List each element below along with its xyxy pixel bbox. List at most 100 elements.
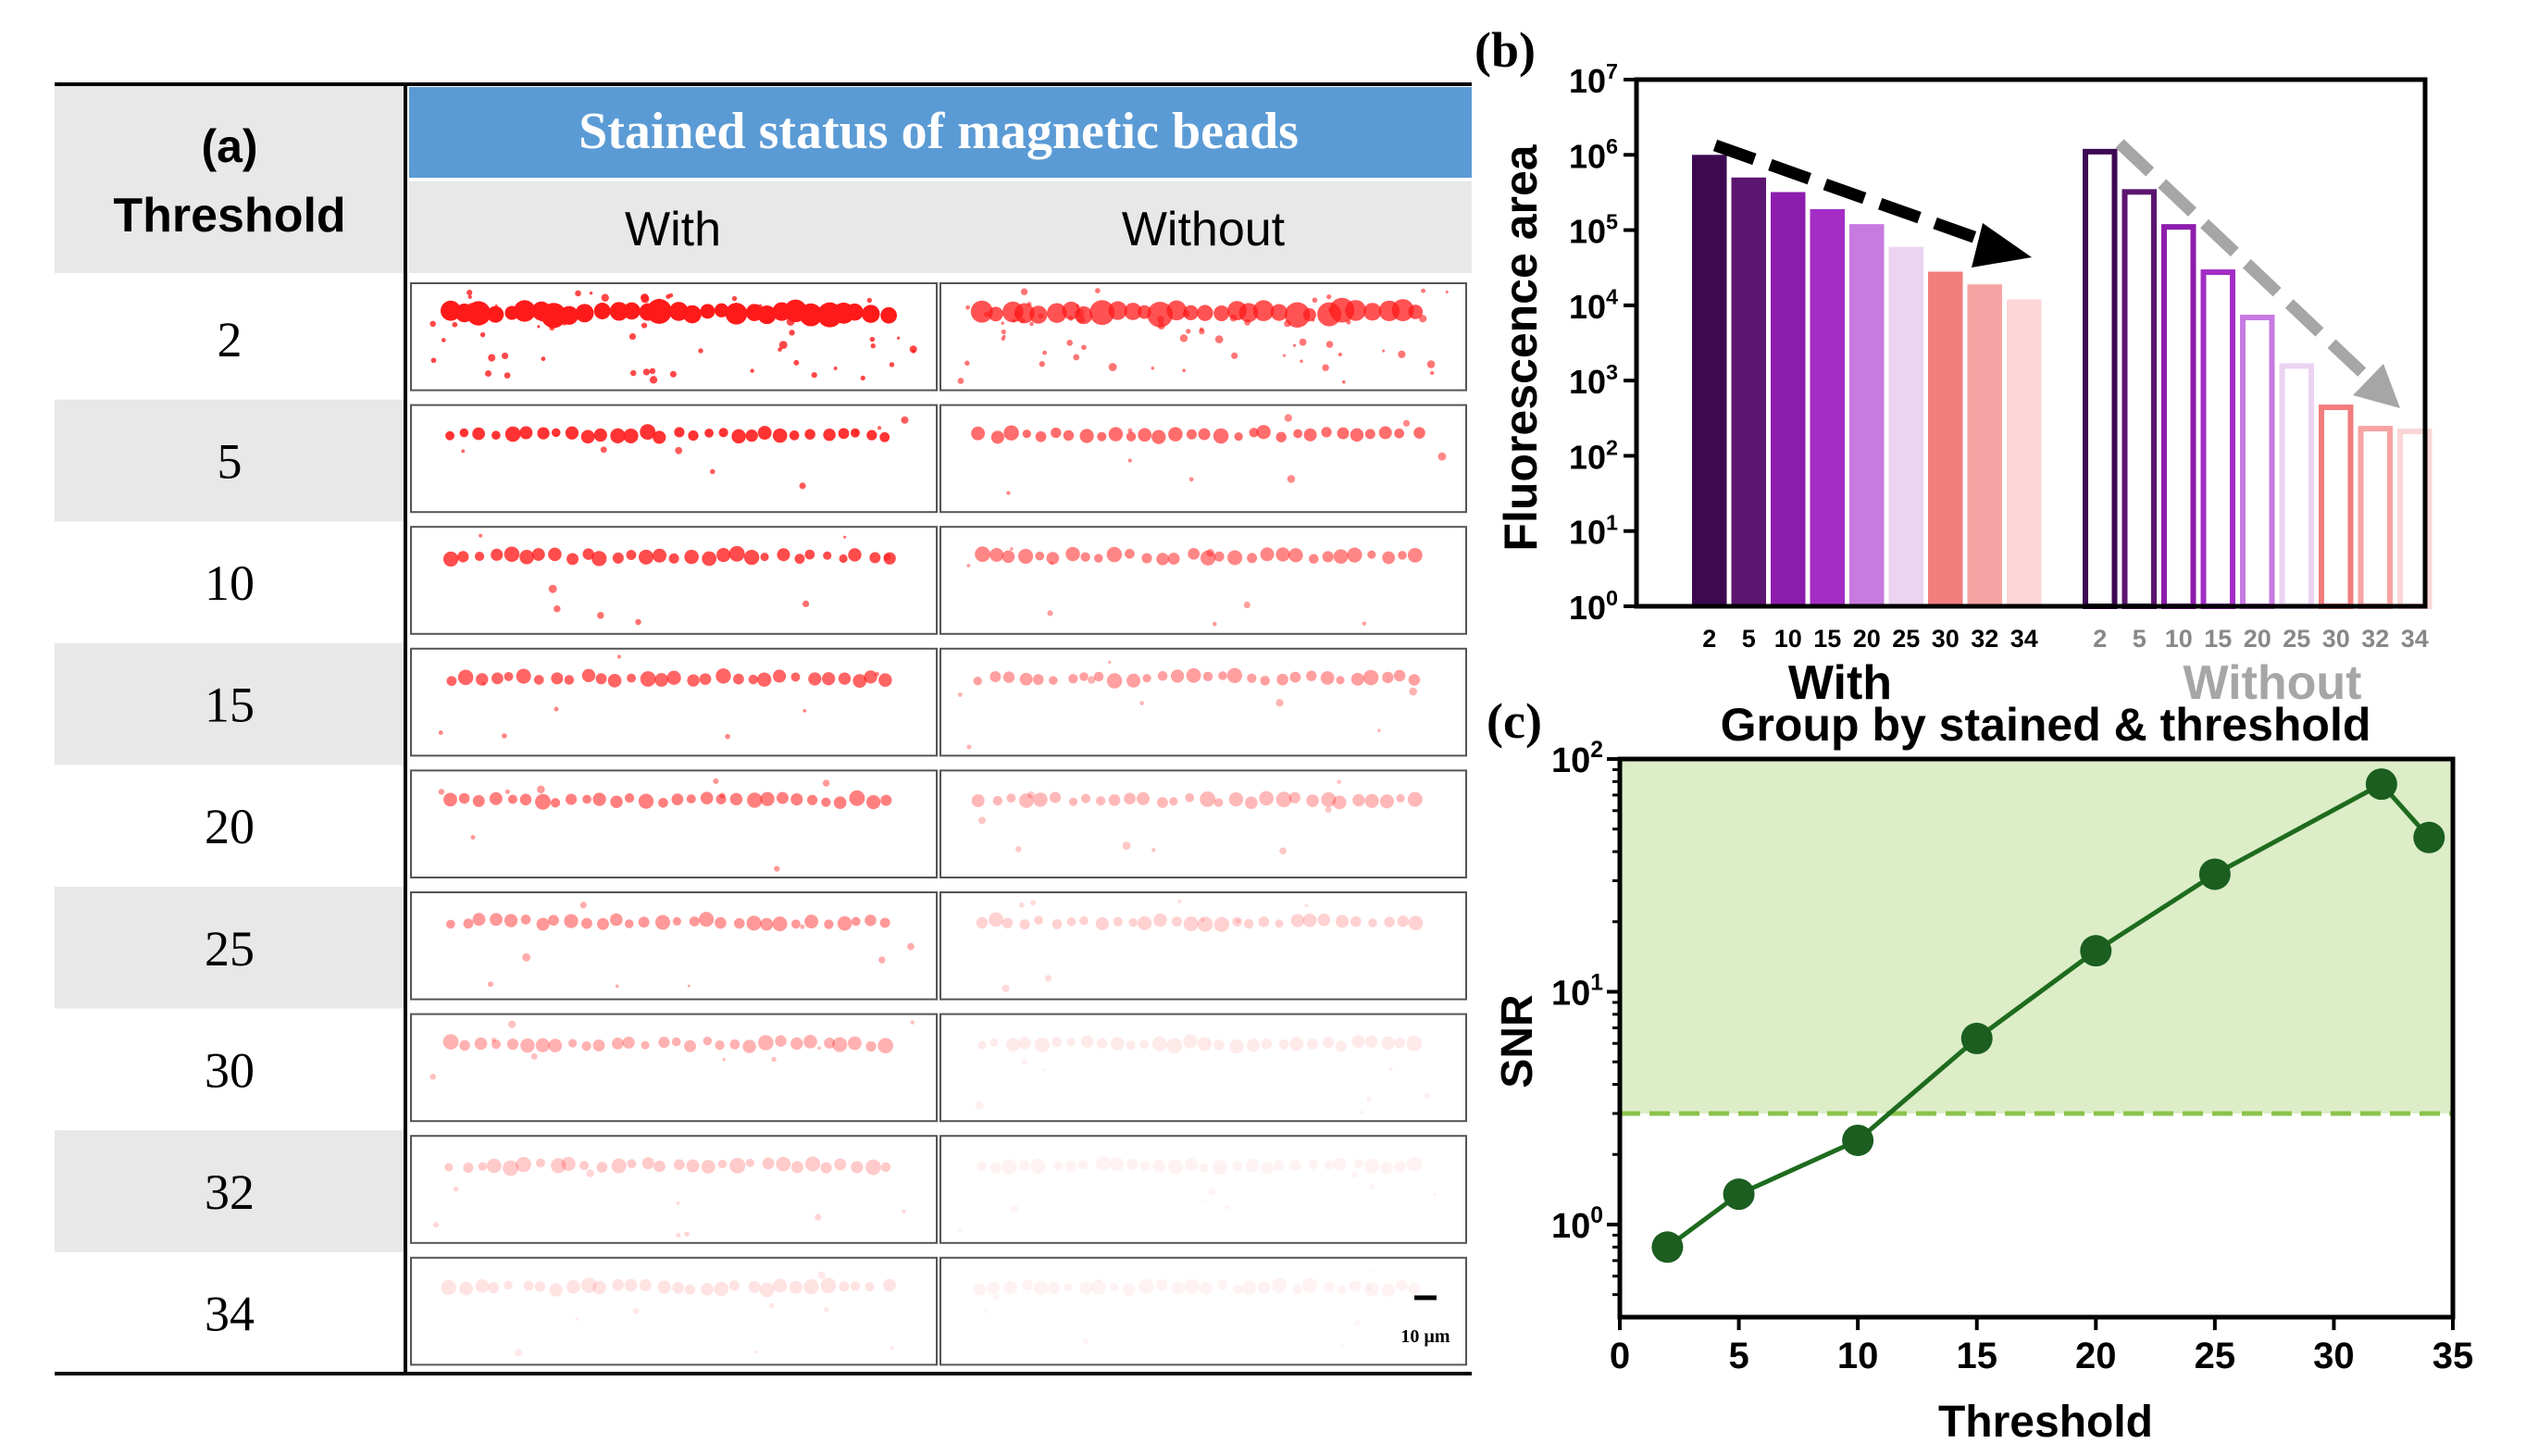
bead-speck xyxy=(594,308,602,316)
panel-c-ylabel: SNR xyxy=(1493,994,1542,1088)
bead-speck xyxy=(912,349,915,354)
bead-dot xyxy=(834,1158,847,1171)
bead-speck xyxy=(579,902,587,909)
bead-speck xyxy=(676,1233,681,1238)
bead-speck xyxy=(1292,343,1297,347)
bead-dot xyxy=(865,1159,881,1176)
bead-speck xyxy=(467,289,473,296)
bead-speck xyxy=(870,342,876,349)
bead-dot xyxy=(1397,915,1409,927)
bead-dot xyxy=(592,1039,605,1052)
bead-dot xyxy=(1288,791,1300,803)
bead-speck xyxy=(897,336,901,340)
bead-speck xyxy=(684,1231,690,1238)
bead-speck xyxy=(1044,975,1052,982)
bead-dot xyxy=(442,551,459,567)
bead-dot xyxy=(1336,676,1345,685)
bead-speck xyxy=(1201,917,1205,923)
bead-dot xyxy=(1167,553,1180,566)
bead-dot xyxy=(1270,304,1288,321)
bead-dot xyxy=(1349,1280,1362,1292)
bead-dot xyxy=(1064,1160,1076,1173)
bead-dot xyxy=(688,429,699,442)
bead-speck xyxy=(975,1101,984,1110)
bead-speck xyxy=(811,371,817,379)
bead-dot xyxy=(1155,1278,1168,1291)
bead-dot xyxy=(472,427,485,441)
bead-dot xyxy=(541,303,566,329)
bead-dot xyxy=(1188,547,1200,560)
bead-dot xyxy=(580,429,595,444)
bead-speck xyxy=(641,293,649,302)
bead-speck xyxy=(487,981,494,988)
bead-speck xyxy=(1231,352,1238,359)
bead-speck xyxy=(815,1213,822,1221)
bead-image-with xyxy=(410,404,938,514)
bead-dot xyxy=(1171,916,1182,927)
bead-speck xyxy=(1327,307,1333,313)
bead-dot xyxy=(838,428,850,440)
bead-speck xyxy=(984,1309,989,1313)
bead-dot xyxy=(1396,793,1405,803)
bead-dot xyxy=(973,1283,987,1296)
bead-dot xyxy=(822,672,836,686)
bead-speck xyxy=(1001,329,1006,335)
bead-dot xyxy=(1110,1157,1125,1172)
bead-speck xyxy=(508,1020,516,1028)
bead-dot xyxy=(865,915,877,927)
bead-dot xyxy=(1200,550,1216,566)
bar-without xyxy=(2200,269,2235,609)
b-ytick-label: 105 xyxy=(1569,209,1618,250)
bead-dot xyxy=(646,298,672,324)
bead-dot xyxy=(1185,792,1195,803)
bead-dot xyxy=(790,793,803,806)
bead-speck xyxy=(554,706,559,712)
bead-dot xyxy=(715,916,727,929)
threshold-value: 20 xyxy=(205,799,255,854)
bead-dot xyxy=(704,428,714,438)
b-xtick-label: 2 xyxy=(2093,625,2107,653)
bead-dot xyxy=(852,674,867,689)
bead-dot xyxy=(1001,1159,1017,1175)
bead-dot xyxy=(746,915,762,931)
bead-dot xyxy=(1113,916,1123,927)
bead-dot xyxy=(653,430,666,444)
bead-dot xyxy=(1351,1035,1365,1049)
bead-dot xyxy=(1249,428,1259,438)
bar-without xyxy=(2083,148,2118,610)
bead-dot xyxy=(581,1041,591,1052)
row-band xyxy=(55,399,404,522)
bead-dot xyxy=(564,914,579,928)
bar-with xyxy=(1731,177,1766,606)
bead-dot xyxy=(700,791,714,805)
bead-dot xyxy=(689,916,700,927)
bead-dot xyxy=(699,673,712,685)
bead-dot xyxy=(520,1038,535,1053)
bead-dot xyxy=(1337,427,1350,440)
bead-speck xyxy=(1388,1066,1393,1071)
c-xtick-label: 5 xyxy=(1728,1336,1748,1376)
bead-dot xyxy=(533,675,544,685)
bead-dot xyxy=(1139,1161,1151,1172)
bar-without xyxy=(2122,189,2157,609)
bead-image-without xyxy=(939,769,1467,879)
bead-dot xyxy=(1186,429,1197,440)
bead-dot xyxy=(728,545,745,562)
bead-dot xyxy=(757,426,772,440)
bead-dot xyxy=(1408,305,1424,319)
bead-speck xyxy=(966,744,972,750)
bead-dot xyxy=(655,915,671,930)
bead-speck xyxy=(630,369,637,377)
bead-dot xyxy=(1245,1158,1259,1173)
bead-speck xyxy=(1027,302,1032,307)
bead-speck xyxy=(687,984,691,988)
bead-dot xyxy=(503,1160,519,1176)
bead-dot xyxy=(446,919,455,929)
bead-image-without xyxy=(939,1135,1467,1244)
bead-dot xyxy=(808,672,822,686)
bead-speck xyxy=(1122,841,1131,851)
threshold-row: 2 xyxy=(218,282,1467,392)
bead-dot xyxy=(1126,1040,1136,1051)
bead-dot xyxy=(762,1157,775,1170)
bead-dot xyxy=(612,552,624,564)
